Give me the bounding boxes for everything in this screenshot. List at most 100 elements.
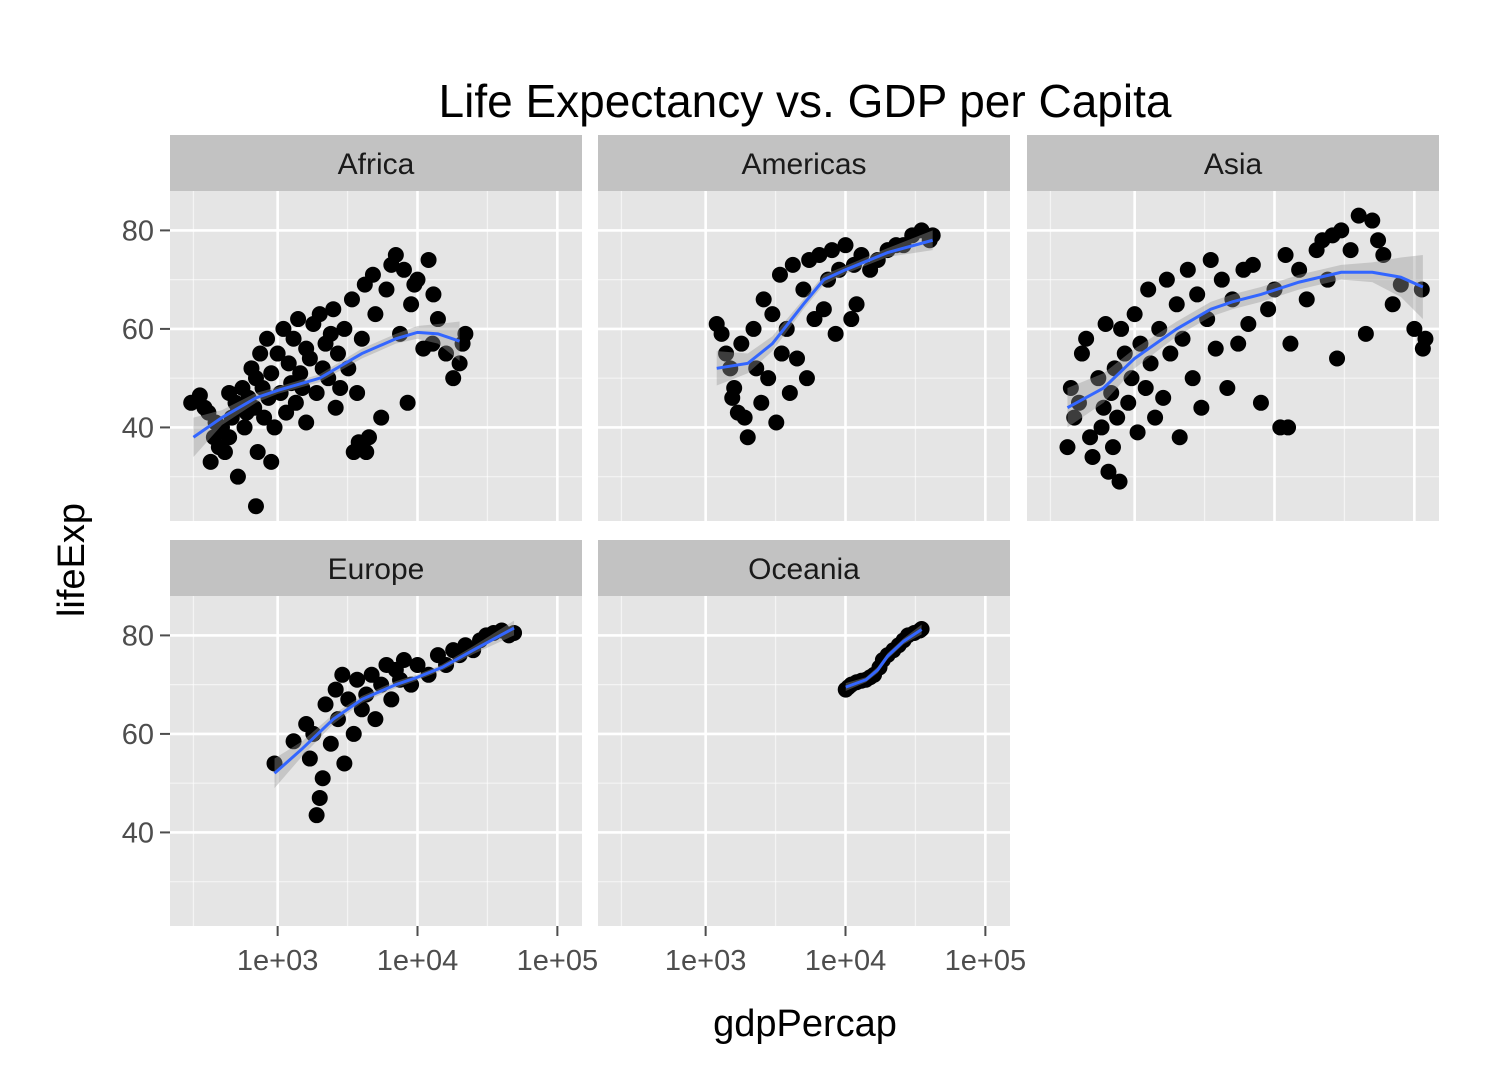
data-point [249, 444, 266, 461]
data-point [1129, 424, 1146, 441]
data-point [1244, 256, 1261, 273]
data-point [1097, 315, 1114, 332]
data-point [1093, 419, 1110, 436]
y-tick-label: 40 [122, 817, 154, 849]
data-point [1417, 330, 1434, 347]
data-point [202, 453, 219, 470]
data-point [263, 453, 280, 470]
data-point [298, 414, 315, 431]
facet-strip-label-africa: Africa [338, 148, 415, 181]
data-point [424, 335, 441, 352]
data-point [1213, 271, 1230, 288]
data-point [755, 291, 772, 308]
data-point [345, 725, 362, 742]
data-point [1155, 389, 1172, 406]
data-point [252, 345, 269, 362]
data-point [1298, 291, 1315, 308]
data-point [425, 286, 442, 303]
data-point [329, 345, 346, 362]
data-point [269, 345, 286, 362]
plot-area-africa [183, 247, 474, 515]
data-point [373, 409, 390, 426]
data-point [399, 394, 416, 411]
data-point [773, 345, 790, 362]
data-point [748, 360, 765, 377]
data-point [340, 691, 357, 708]
data-point [795, 281, 812, 298]
data-point [1132, 335, 1149, 352]
data-point [429, 311, 446, 328]
x-tick-label: 1e+04 [805, 945, 886, 977]
facet-asia: Asia [1027, 135, 1439, 521]
data-point [1280, 419, 1297, 436]
data-point [827, 325, 844, 342]
data-point [322, 325, 339, 342]
data-point [314, 770, 331, 787]
y-tick-label: 40 [122, 412, 154, 444]
y-axis-title: lifeExp [51, 503, 93, 617]
data-point [1082, 429, 1099, 446]
data-point [1095, 399, 1112, 416]
data-point [1113, 320, 1130, 337]
smooth-line [1066, 270, 1424, 410]
data-point [1111, 473, 1128, 490]
data-point [336, 755, 353, 772]
data-point [924, 227, 941, 244]
data-point [216, 444, 233, 461]
data-point [221, 429, 238, 446]
data-point [1179, 261, 1196, 278]
data-point [1151, 320, 1168, 337]
data-point [367, 306, 384, 323]
data-point [1158, 271, 1175, 288]
data-point [853, 247, 870, 264]
data-point [363, 666, 380, 683]
x-tick-label: 1e+05 [945, 945, 1026, 977]
data-point [1282, 335, 1299, 352]
data-point [409, 656, 426, 673]
data-point [1120, 394, 1137, 411]
data-point [1277, 247, 1294, 264]
data-point [768, 414, 785, 431]
data-point [1168, 296, 1185, 313]
data-point [364, 266, 381, 283]
data-point [1375, 247, 1392, 264]
data-point [247, 498, 264, 515]
plot-area-oceania [837, 621, 930, 698]
data-point [811, 247, 828, 264]
facet-strip-label-oceania: Oceania [748, 553, 860, 586]
data-point [1370, 232, 1387, 249]
facet-strip-label-europe: Europe [328, 553, 425, 586]
data-point [1384, 296, 1401, 313]
facet-strip-oceania [598, 540, 1010, 596]
data-point [332, 380, 349, 397]
data-point [229, 468, 246, 485]
panel-background-africa [170, 191, 582, 521]
facet-strip-africa [170, 135, 582, 191]
data-point [349, 671, 366, 688]
data-point [301, 350, 318, 367]
data-point [1240, 315, 1257, 332]
data-point [349, 384, 366, 401]
data-point [837, 237, 854, 254]
facet-americas: Americas [598, 135, 1010, 521]
data-point [843, 311, 860, 328]
data-point [308, 807, 325, 824]
data-point [1142, 355, 1159, 372]
data-point [305, 725, 322, 742]
data-point [1357, 325, 1374, 342]
x-axis-title: gdpPercap [713, 1003, 897, 1045]
data-point [285, 733, 302, 750]
data-point [1104, 439, 1121, 456]
data-point [1171, 429, 1188, 446]
data-point [1078, 330, 1095, 347]
data-point [353, 701, 370, 718]
facet-africa: Africa 40 60 80 [122, 135, 582, 521]
confidence-band [193, 321, 460, 457]
data-point [327, 399, 344, 416]
data-point [420, 251, 437, 268]
data-point [1137, 380, 1154, 397]
data-point [395, 261, 412, 278]
facet-strip-europe [170, 540, 582, 596]
smooth-line [273, 626, 515, 775]
